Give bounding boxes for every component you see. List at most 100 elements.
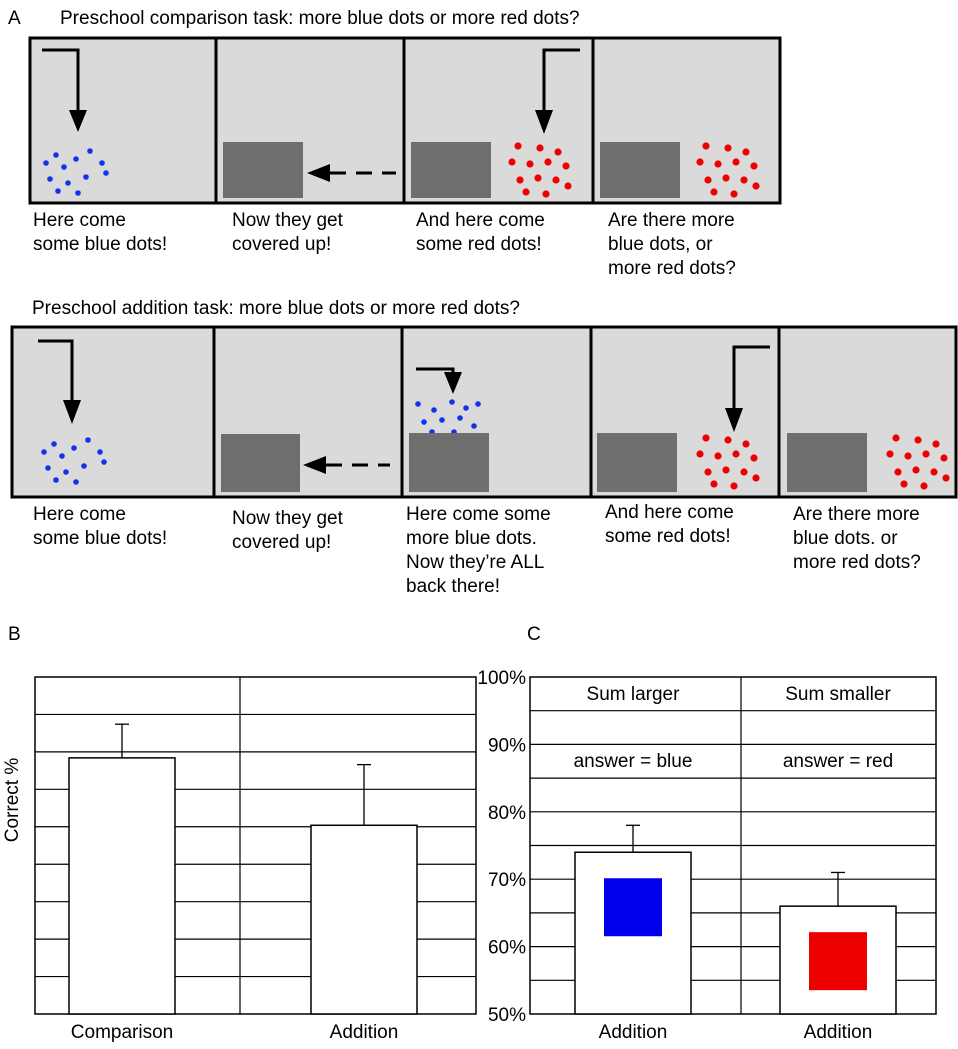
comparison-captions: Here come some blue dots! Now they get c… xyxy=(33,210,736,279)
caption-line: some blue dots! xyxy=(33,528,167,549)
blue-dot xyxy=(53,477,59,483)
panel-a-letter: A xyxy=(8,8,21,29)
red-dot xyxy=(932,440,940,448)
caption-line: Here come some xyxy=(406,504,551,525)
cover-box xyxy=(597,433,677,492)
red-dot xyxy=(714,452,722,460)
blue-dot xyxy=(59,453,65,459)
caption-line: more red dots? xyxy=(793,552,921,573)
caption-line: back there! xyxy=(406,576,500,597)
chart-c: Sum larger answer = blue Sum smaller answer… xyxy=(477,668,937,1043)
red-dot xyxy=(704,468,712,476)
blue-dot xyxy=(47,176,53,182)
red-dot xyxy=(730,190,738,198)
error-bar xyxy=(115,723,129,758)
chart-c-ytick: 60% xyxy=(488,938,526,959)
caption-line: covered up! xyxy=(232,234,331,255)
addition-strip xyxy=(10,325,958,499)
red-dot xyxy=(534,174,542,182)
down-arrow-icon xyxy=(725,345,770,432)
cover-box xyxy=(411,142,491,198)
bar-addition xyxy=(310,824,418,1015)
down-arrow-icon xyxy=(38,339,81,424)
cover-box xyxy=(221,434,300,492)
red-dot xyxy=(542,190,550,198)
blue-dot xyxy=(65,180,71,186)
red-square-marker xyxy=(809,932,867,991)
chart-c-xtick: Addition xyxy=(599,1022,668,1043)
blue-dot xyxy=(97,449,103,455)
caption-line: And here come xyxy=(605,502,734,523)
red-dot xyxy=(886,450,894,458)
red-dot xyxy=(740,176,748,184)
blue-dot xyxy=(51,441,57,447)
red-dot xyxy=(714,160,722,168)
red-dots-group xyxy=(886,434,950,490)
blue-dot xyxy=(439,417,445,423)
panel-c-letter: C xyxy=(527,624,541,645)
red-dot xyxy=(536,144,544,152)
comparison-task-title: Preschool comparison task: more blue dot… xyxy=(60,8,580,29)
caption-line: Here come xyxy=(33,504,126,525)
red-dots-group xyxy=(508,142,572,198)
blue-dot xyxy=(431,407,437,413)
red-dot xyxy=(702,142,710,150)
red-dot xyxy=(920,482,928,490)
blue-dot xyxy=(73,156,79,162)
red-dot xyxy=(722,466,730,474)
chart-c-ytick: 70% xyxy=(488,870,526,891)
red-dot xyxy=(940,454,948,462)
red-dot xyxy=(900,480,908,488)
red-dot xyxy=(730,482,738,490)
red-dots-group xyxy=(696,142,760,198)
chart-b-xtick: Comparison xyxy=(71,1022,173,1043)
chart-b-ylabel: Correct % xyxy=(2,758,23,843)
red-dot xyxy=(750,162,758,170)
blue-square-marker xyxy=(604,878,662,937)
error-bar xyxy=(357,763,371,826)
red-dot xyxy=(722,174,730,182)
red-dot xyxy=(564,182,572,190)
red-dot xyxy=(704,176,712,184)
down-arrow-icon xyxy=(416,367,462,394)
caption-line: Are there more xyxy=(793,504,920,525)
chart-c-xtick: Addition xyxy=(804,1022,873,1043)
red-dot xyxy=(696,158,704,166)
blue-dot xyxy=(71,445,77,451)
red-dot xyxy=(894,468,902,476)
red-dot xyxy=(552,176,560,184)
blue-dot xyxy=(421,419,427,425)
blue-dot xyxy=(415,401,421,407)
bar-comparison xyxy=(68,757,176,1015)
caption-line: blue dots. or xyxy=(793,528,898,549)
red-dot xyxy=(732,450,740,458)
chart-c-ytick: 50% xyxy=(488,1005,526,1026)
red-dot xyxy=(526,160,534,168)
red-dot xyxy=(912,466,920,474)
caption-line: more blue dots. xyxy=(406,528,537,549)
blue-dot xyxy=(471,423,477,429)
red-dot xyxy=(562,162,570,170)
caption-line: Now they get xyxy=(232,210,344,231)
red-dot xyxy=(904,452,912,460)
red-dot xyxy=(740,468,748,476)
blue-dot xyxy=(81,463,87,469)
red-dot xyxy=(724,144,732,152)
blue-dot xyxy=(43,160,49,166)
red-dot xyxy=(522,188,530,196)
panel-b-letter: B xyxy=(8,624,21,645)
red-dot xyxy=(724,436,732,444)
blue-dots-group xyxy=(43,148,109,196)
blue-dot xyxy=(475,401,481,407)
red-dot xyxy=(544,158,552,166)
red-dot xyxy=(732,158,740,166)
red-dot xyxy=(696,450,704,458)
red-dot xyxy=(514,142,522,150)
blue-dot xyxy=(63,469,69,475)
cover-box xyxy=(223,142,303,198)
addition-captions: Here come some blue dots! Now they get c… xyxy=(33,502,921,597)
red-dot xyxy=(922,450,930,458)
red-dot xyxy=(752,182,760,190)
